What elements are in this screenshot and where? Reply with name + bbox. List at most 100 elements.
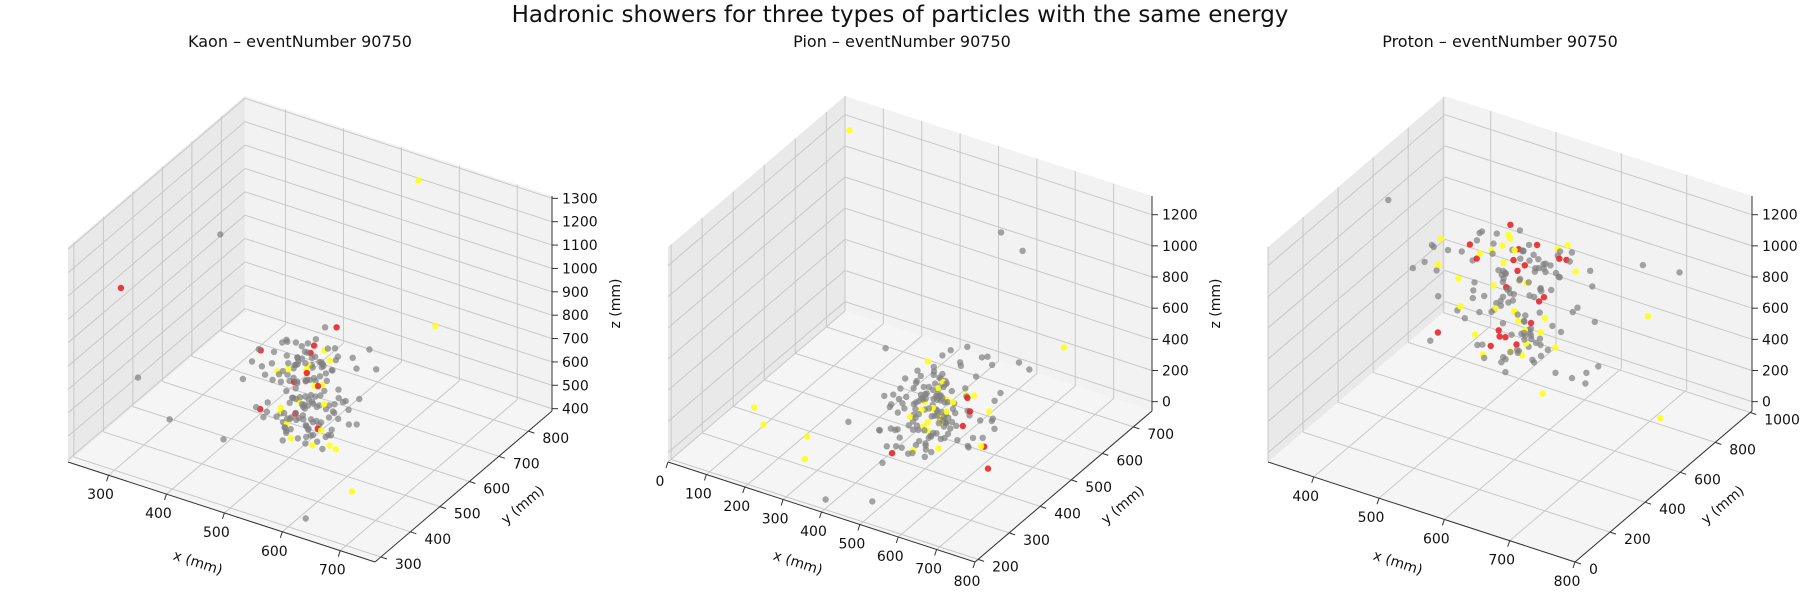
hit-point: [991, 397, 998, 404]
hit-point: [317, 392, 324, 399]
z-tick-label: 200: [1762, 363, 1789, 379]
hit-point: [1547, 262, 1554, 269]
hit-point: [1529, 356, 1536, 363]
hit-point: [888, 401, 895, 408]
hit-point: [329, 408, 337, 415]
hit-point: [914, 367, 921, 374]
x-axis-label: x (mm): [771, 548, 824, 579]
hit-point: [986, 408, 993, 415]
hit-point: [325, 431, 332, 439]
hit-point: [948, 387, 955, 395]
panel-title: Kaon – eventNumber 90750: [188, 32, 412, 51]
hit-point: [1506, 290, 1514, 297]
hit-point: [917, 372, 924, 380]
hit-point: [331, 345, 339, 352]
hit-point: [318, 364, 325, 371]
x-tick: [972, 561, 976, 569]
hit-point: [909, 449, 916, 457]
x-tick: [934, 549, 938, 556]
hit-point: [281, 424, 288, 431]
panel-2: Pion – eventNumber 907500100200300400500…: [656, 32, 1224, 590]
z-tick-label: 1000: [562, 261, 598, 277]
hit-point: [881, 392, 888, 400]
grid-line: [244, 284, 553, 386]
hit-point: [258, 363, 266, 370]
hit-point: [279, 437, 286, 444]
grid-line: [667, 301, 846, 454]
grid-line: [1444, 238, 1753, 340]
hit-point: [803, 433, 811, 440]
hit-point: [1525, 279, 1532, 286]
y-tick: [1574, 561, 1582, 565]
x-tick-label: 400: [800, 524, 827, 540]
hit-point: [1520, 247, 1527, 254]
z-tick-label: 0: [1762, 395, 1771, 411]
hit-point: [302, 360, 309, 367]
grid-line: [844, 114, 1153, 216]
hit-point: [1385, 196, 1392, 204]
z-tick-label: 1200: [1162, 208, 1198, 224]
hit-point: [1514, 317, 1522, 325]
hit-point: [1533, 241, 1541, 249]
y-tick-label: 700: [513, 456, 540, 472]
hit-point: [1437, 235, 1445, 243]
hit-point: [940, 383, 947, 391]
hit-point: [1541, 314, 1549, 322]
x-axis-label: x (mm): [171, 548, 224, 579]
hit-point: [941, 399, 948, 406]
hit-point: [373, 366, 380, 373]
hit-point: [1026, 366, 1033, 373]
hit-point: [1499, 320, 1507, 327]
hit-point: [1522, 312, 1529, 319]
hit-point: [325, 414, 333, 421]
hit-point: [302, 393, 309, 400]
hit-point: [1505, 299, 1512, 306]
grid-line: [1302, 431, 1611, 533]
hit-point: [991, 425, 998, 432]
hit-point: [888, 450, 896, 457]
y-tick: [1008, 532, 1016, 536]
z-axis-label: z (mm): [608, 279, 624, 329]
hit-point: [936, 374, 943, 381]
x-tick: [1311, 476, 1315, 484]
x-tick: [665, 461, 669, 469]
hit-point: [897, 385, 904, 392]
hit-point: [1516, 227, 1524, 234]
z-tick-label: 1000: [1762, 239, 1798, 255]
hit-point: [1639, 261, 1647, 269]
hit-point: [269, 376, 276, 383]
hit-point: [1502, 334, 1509, 341]
hit-point: [988, 361, 996, 369]
grid-line: [67, 261, 246, 414]
hit-point: [1530, 251, 1537, 258]
hit-point: [1474, 341, 1481, 349]
grid-line: [744, 335, 923, 488]
hit-point: [944, 430, 952, 437]
x-tick: [163, 493, 167, 501]
hit-point: [1536, 309, 1543, 316]
hit-point: [1520, 329, 1528, 337]
hit-point: [284, 338, 291, 345]
hit-point: [321, 387, 328, 395]
hit-point: [415, 177, 422, 184]
hit-point: [1527, 332, 1535, 339]
hit-point: [935, 445, 942, 452]
hit-point: [928, 433, 935, 440]
grid-line: [667, 207, 846, 360]
hit-point: [954, 437, 961, 444]
hit-point: [1502, 356, 1509, 363]
hit-point: [1566, 258, 1574, 265]
z-tick-label: 200: [1162, 363, 1189, 379]
hit-point: [1510, 256, 1517, 264]
x-tick-label: 800: [1554, 574, 1581, 590]
hit-point: [939, 417, 947, 424]
hit-point: [1513, 341, 1520, 348]
y-axis-label: y (mm): [1698, 483, 1747, 528]
hit-point: [977, 417, 984, 424]
hit-point: [283, 387, 290, 395]
hit-point: [260, 413, 267, 421]
grid-line: [67, 308, 246, 461]
hit-point: [328, 366, 335, 374]
hit-point: [1470, 287, 1477, 294]
hit-point: [912, 414, 919, 421]
